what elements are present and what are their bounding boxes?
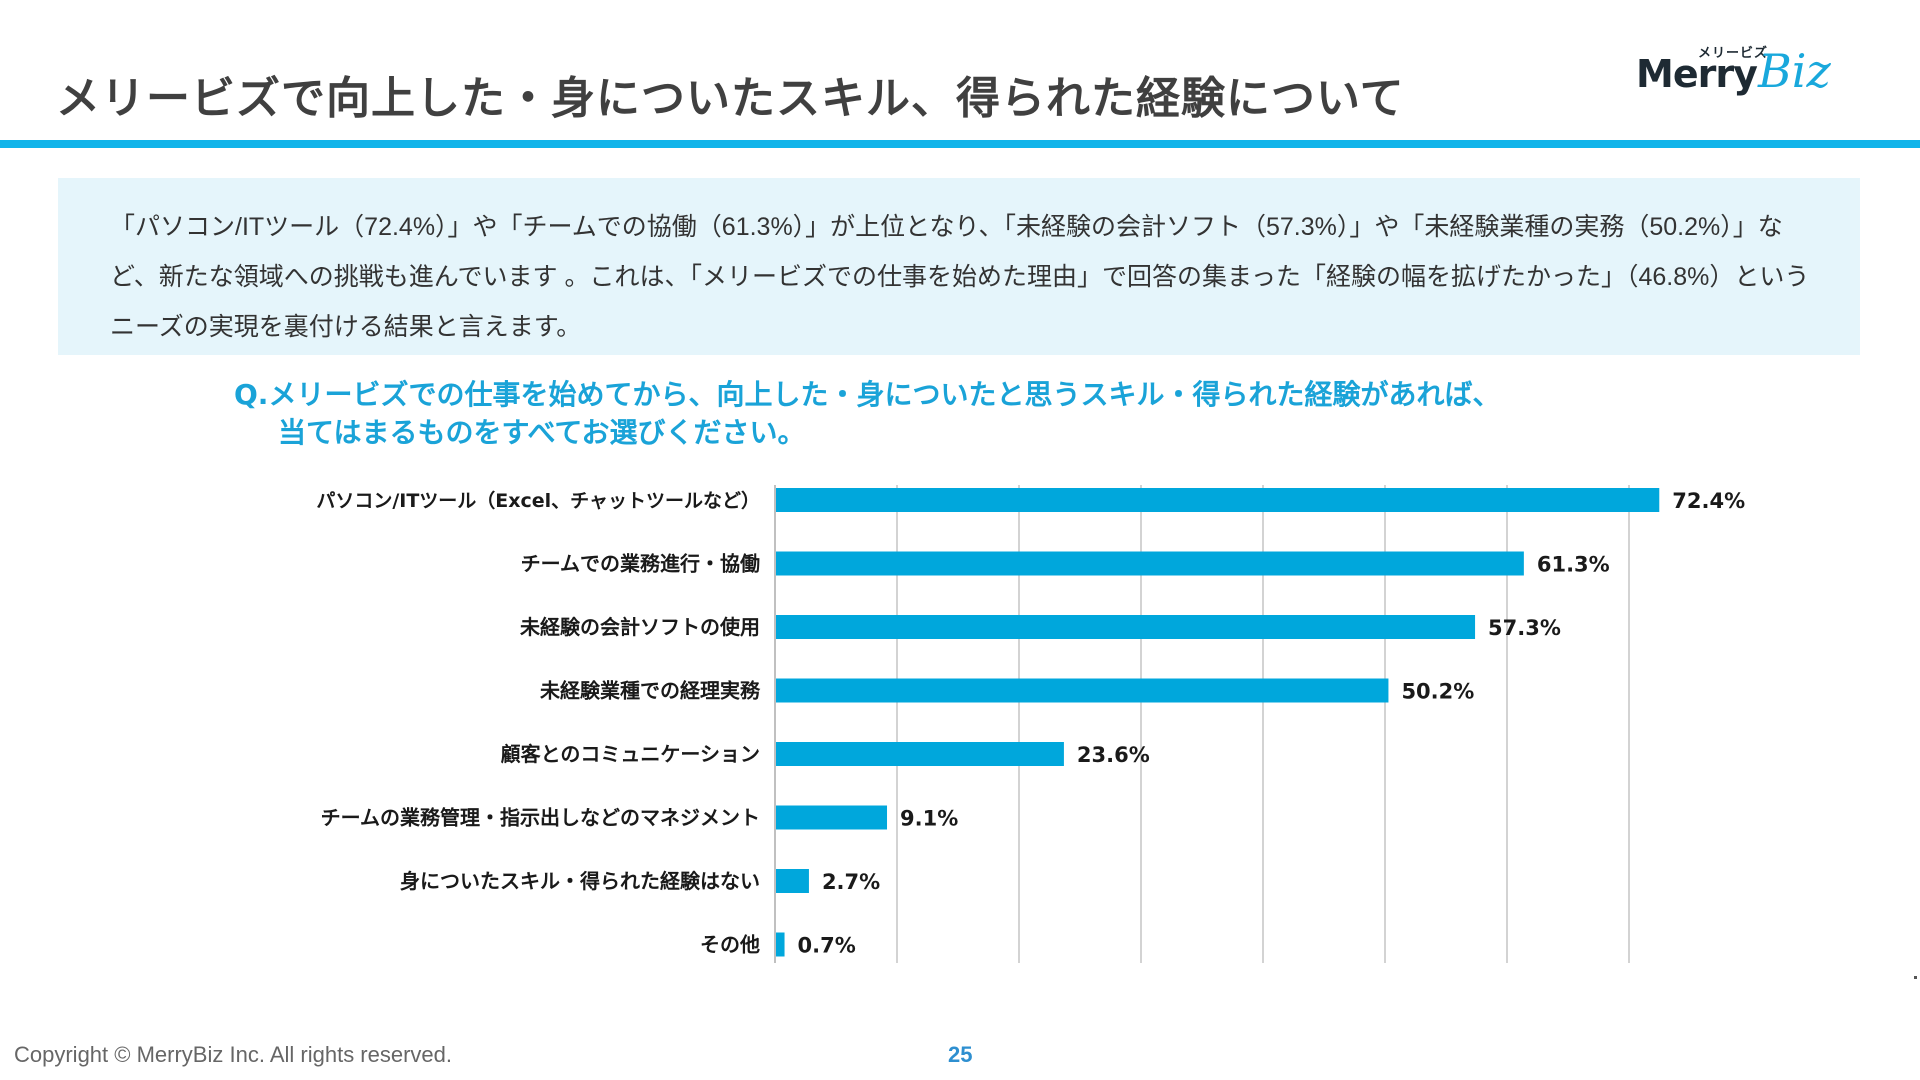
category-label: 身についたスキル・得られた経験はない xyxy=(400,869,760,893)
merrybiz-logo: メリービズ Merry Biz xyxy=(1636,42,1866,106)
value-label: 23.6% xyxy=(1077,743,1150,767)
category-label: チームの業務管理・指示出しなどのマネジメント xyxy=(321,806,760,830)
bar xyxy=(776,869,809,893)
bar xyxy=(776,615,1476,639)
summary-box: 「パソコン/ITツール（72.4%）」や「チームでの協働（61.3%）」が上位と… xyxy=(58,178,1860,355)
copyright-text: Copyright © MerryBiz Inc. All rights res… xyxy=(14,1042,453,1067)
value-label: 61.3% xyxy=(1537,553,1610,577)
bar xyxy=(776,678,1389,703)
bar xyxy=(776,488,1660,512)
page-title: メリービズで向上した・身についたスキル、得られた経験について xyxy=(56,73,1405,124)
bar-chart: パソコン/ITツール（Excel、チャットツールなど）チームでの業務進行・協働未… xyxy=(316,485,1746,963)
bar xyxy=(776,551,1524,576)
value-labels: 72.4% 61.3% 57.3% 50.2% 23.6% 9.1% 2.7% 0.7% xyxy=(798,489,1746,958)
bar xyxy=(776,742,1064,766)
bars xyxy=(776,488,1660,957)
logo-wordmark-biz: Biz xyxy=(1758,44,1831,98)
page-number: 25 xyxy=(948,1042,973,1067)
category-label: その他 xyxy=(700,933,760,957)
question-line-1: Q.メリービズでの仕事を始めてから、向上した・身についたと思うスキル・得られた経… xyxy=(234,378,1501,411)
header-divider xyxy=(0,140,1920,148)
gridlines xyxy=(774,485,1630,963)
category-label: チームでの業務進行・協働 xyxy=(521,552,760,576)
bar xyxy=(776,932,785,957)
value-label: 57.3% xyxy=(1488,616,1561,640)
survey-question: Q.メリービズでの仕事を始めてから、向上した・身についたと思うスキル・得られた経… xyxy=(234,376,1500,452)
category-label: パソコン/ITツール（Excel、チャットツールなど） xyxy=(316,489,760,512)
summary-text: 「パソコン/ITツール（72.4%）」や「チームでの協働（61.3%）」が上位と… xyxy=(110,213,1810,341)
corner-mark xyxy=(1914,976,1917,979)
category-label: 未経験業種での経理実務 xyxy=(540,679,761,703)
logo-wordmark-merry: Merry xyxy=(1636,52,1758,96)
question-line-2: 当てはまるものをすべてお選びください。 xyxy=(278,416,806,449)
value-label: 50.2% xyxy=(1401,680,1474,704)
value-label: 0.7% xyxy=(798,934,856,958)
category-label: 顧客とのコミュニケーション xyxy=(501,742,760,766)
value-label: 9.1% xyxy=(900,807,958,831)
bar xyxy=(776,805,888,830)
value-label: 72.4% xyxy=(1672,489,1745,513)
logo-kana: メリービズ xyxy=(1698,46,1769,61)
category-labels: パソコン/ITツール（Excel、チャットツールなど）チームでの業務進行・協働未… xyxy=(316,489,761,957)
category-label: 未経験の会計ソフトの使用 xyxy=(520,615,760,639)
value-label: 2.7% xyxy=(822,870,880,894)
